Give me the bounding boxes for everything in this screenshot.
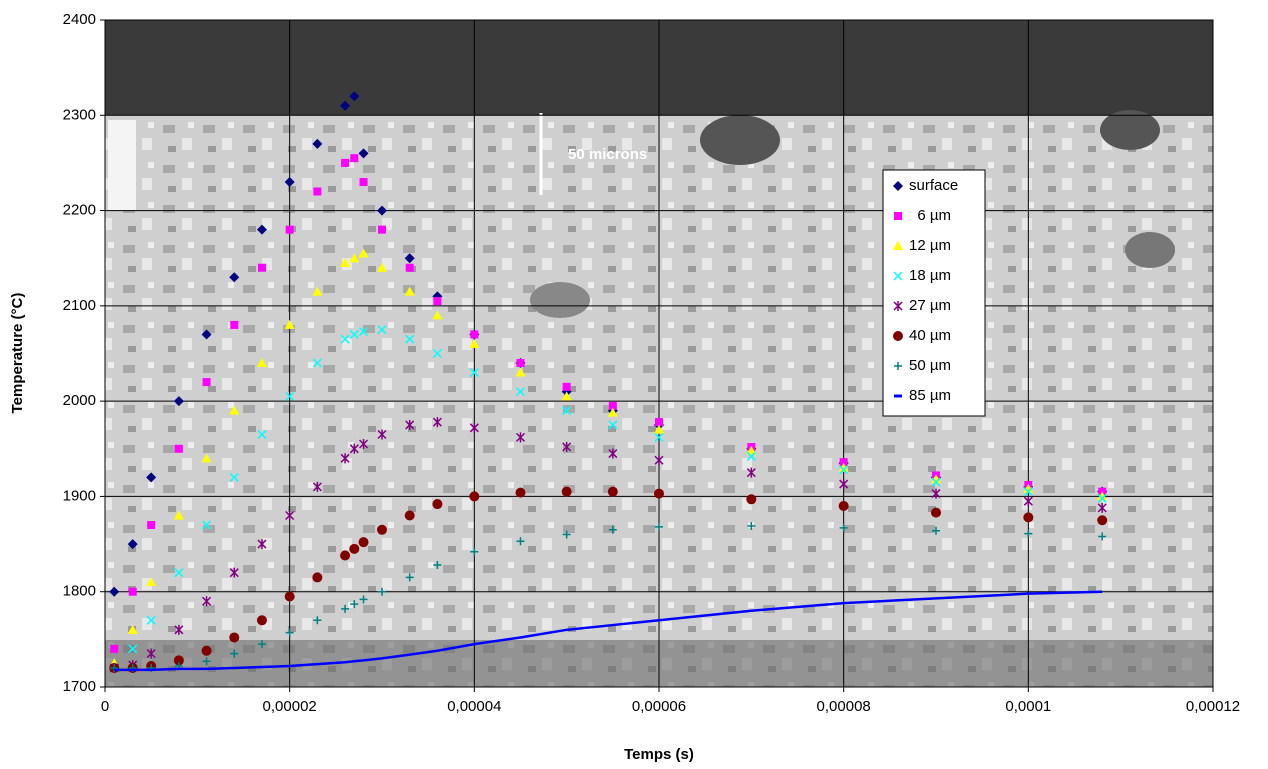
x-axis-title: Temps (s) [624,746,694,763]
marker [1097,515,1107,525]
x-tick-label: 0,00008 [817,698,871,715]
legend-label: 85 µm [909,387,951,404]
marker [312,572,322,582]
marker [839,501,849,511]
y-tick-label: 2300 [63,106,96,123]
marker [405,510,415,520]
marker [203,378,211,386]
x-tick-label: 0 [101,698,109,715]
marker [432,499,442,509]
legend-label: 50 µm [909,357,951,374]
legend: surface 6 µm 12 µm 18 µm 27 µm 40 µm 50 µm 85 … [883,170,985,416]
marker [360,178,368,186]
marker [359,537,369,547]
legend-label: 6 µm [909,207,951,224]
marker [469,491,479,501]
y-tick-label: 2200 [63,202,96,219]
marker [202,646,212,656]
legend-label: surface [909,177,958,194]
marker [258,264,266,272]
marker [1023,512,1033,522]
marker [470,330,478,338]
legend-marker [893,331,903,341]
marker [517,359,525,367]
marker [286,226,294,234]
y-tick-label: 2100 [63,297,96,314]
x-tick-label: 0,0001 [1005,698,1051,715]
x-tick-label: 0,00012 [1186,698,1240,715]
marker [129,588,137,596]
marker [230,321,238,329]
marker [147,521,155,529]
marker [285,591,295,601]
marker [349,544,359,554]
y-tick-label: 2000 [63,392,96,409]
y-tick-label: 1700 [63,678,96,695]
y-tick-label: 2400 [63,11,96,28]
legend-label: 27 µm [909,297,951,314]
marker [110,645,118,653]
marker [377,525,387,535]
marker [340,551,350,561]
marker [654,489,664,499]
marker [406,264,414,272]
y-tick-label: 1900 [63,487,96,504]
legend-label: 18 µm [909,267,951,284]
legend-label: 40 µm [909,327,951,344]
marker [378,226,386,234]
marker [257,615,267,625]
marker [608,487,618,497]
marker [433,297,441,305]
marker [350,154,358,162]
y-axis-title: Temperature (°C) [9,293,26,414]
marker [313,188,321,196]
x-tick-label: 0,00004 [447,698,501,715]
annotation: 50 microns [568,146,647,163]
legend-marker [894,212,902,220]
legend-label: 12 µm [909,237,951,254]
marker [562,487,572,497]
marker [516,488,526,498]
x-tick-label: 0,00006 [632,698,686,715]
marker [175,445,183,453]
chart: 50 microns Temps (s) Temperature (°C) 17… [0,0,1268,769]
marker [931,508,941,518]
marker [341,159,349,167]
marker [746,494,756,504]
y-tick-label: 1800 [63,583,96,600]
x-tick-label: 0,00002 [263,698,317,715]
marker [229,632,239,642]
marker [563,383,571,391]
